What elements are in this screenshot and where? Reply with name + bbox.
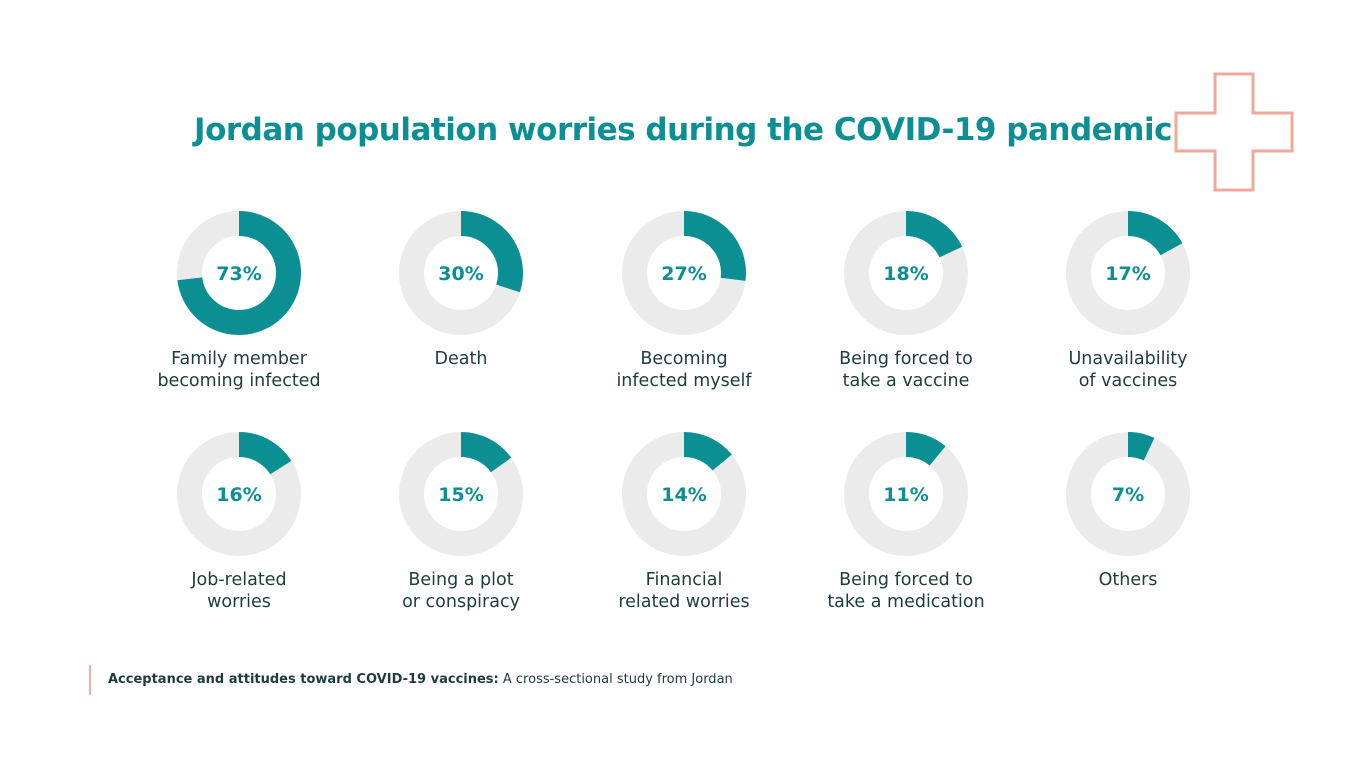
donut-value-label: 17% (1105, 263, 1150, 285)
category-label-line: Death (434, 349, 488, 369)
donut-category-label: Family member becoming infected (129, 348, 349, 392)
donut-category-label: Being a plot or conspiracy (351, 569, 571, 613)
donut-4: 18% (844, 211, 968, 335)
donut-category-label: Being forced to take a medication (796, 569, 1016, 613)
category-label-line: Being forced to (839, 349, 973, 369)
donut-value-label: 16% (216, 484, 261, 506)
donut-value-arc (399, 211, 523, 335)
donut-9: 11% (844, 432, 968, 556)
donut-value-label: 18% (883, 263, 928, 285)
donut-category-label: Job-related worries (129, 569, 349, 613)
medical-cross-icon (1174, 72, 1294, 192)
donut-value-arc (844, 211, 968, 335)
donut-category-label: Becoming infected myself (574, 348, 794, 392)
category-label-line: take a vaccine (842, 371, 970, 391)
donut-value-arc (399, 432, 523, 556)
category-label-line: worries (207, 592, 271, 612)
donut-value-arc (622, 432, 746, 556)
donut-value-label: 73% (216, 263, 261, 285)
category-label-line: Family member (171, 349, 307, 369)
donut-category-label: Death (351, 348, 571, 370)
donut-value-label: 27% (661, 263, 706, 285)
donut-value-label: 15% (438, 484, 483, 506)
category-label-line: Job-related (191, 570, 287, 590)
donut-value-arc (844, 432, 968, 556)
donut-7: 15% (399, 432, 523, 556)
donut-category-label: Being forced to take a vaccine (796, 348, 1016, 392)
donut-value-label: 14% (661, 484, 706, 506)
category-label-line: becoming infected (157, 371, 321, 391)
donut-value-arc (177, 432, 301, 556)
donut-value-arc (177, 211, 301, 335)
donut-category-label: Others (1018, 569, 1238, 591)
category-label-line: of vaccines (1078, 371, 1178, 391)
source-citation: Acceptance and attitudes toward COVID-19… (89, 665, 733, 695)
donut-value-arc (1066, 211, 1190, 335)
donut-category-label: Unavailability of vaccines (1018, 348, 1238, 392)
donut-value-label: 7% (1112, 484, 1144, 506)
donut-value-arc (1066, 432, 1190, 556)
donut-value-label: 11% (883, 484, 928, 506)
source-title: Acceptance and attitudes toward COVID-19… (108, 672, 499, 687)
donut-2: 30% (399, 211, 523, 335)
category-label-line: take a medication (827, 592, 985, 612)
category-label-line: Financial (645, 570, 723, 590)
category-label-line: related worries (618, 592, 750, 612)
category-label-line: infected myself (616, 371, 752, 391)
category-label-line: Being forced to (839, 570, 973, 590)
donut-3: 27% (622, 211, 746, 335)
donut-category-label: Financial related worries (574, 569, 794, 613)
donut-value-label: 30% (438, 263, 483, 285)
category-label-line: Being a plot (408, 570, 514, 590)
donut-5: 17% (1066, 211, 1190, 335)
donut-6: 16% (177, 432, 301, 556)
donut-8: 14% (622, 432, 746, 556)
donut-10: 7% (1066, 432, 1190, 556)
category-label-line: or conspiracy (402, 592, 520, 612)
category-label-line: Unavailability (1068, 349, 1188, 369)
donut-1: 73% (177, 211, 301, 335)
donut-value-arc (622, 211, 746, 335)
category-label-line: Others (1098, 570, 1158, 590)
category-label-line: Becoming (640, 349, 728, 369)
source-subtitle: A cross-sectional study from Jordan (498, 672, 733, 687)
chart-title: Jordan population worries during the COV… (194, 112, 1172, 148)
